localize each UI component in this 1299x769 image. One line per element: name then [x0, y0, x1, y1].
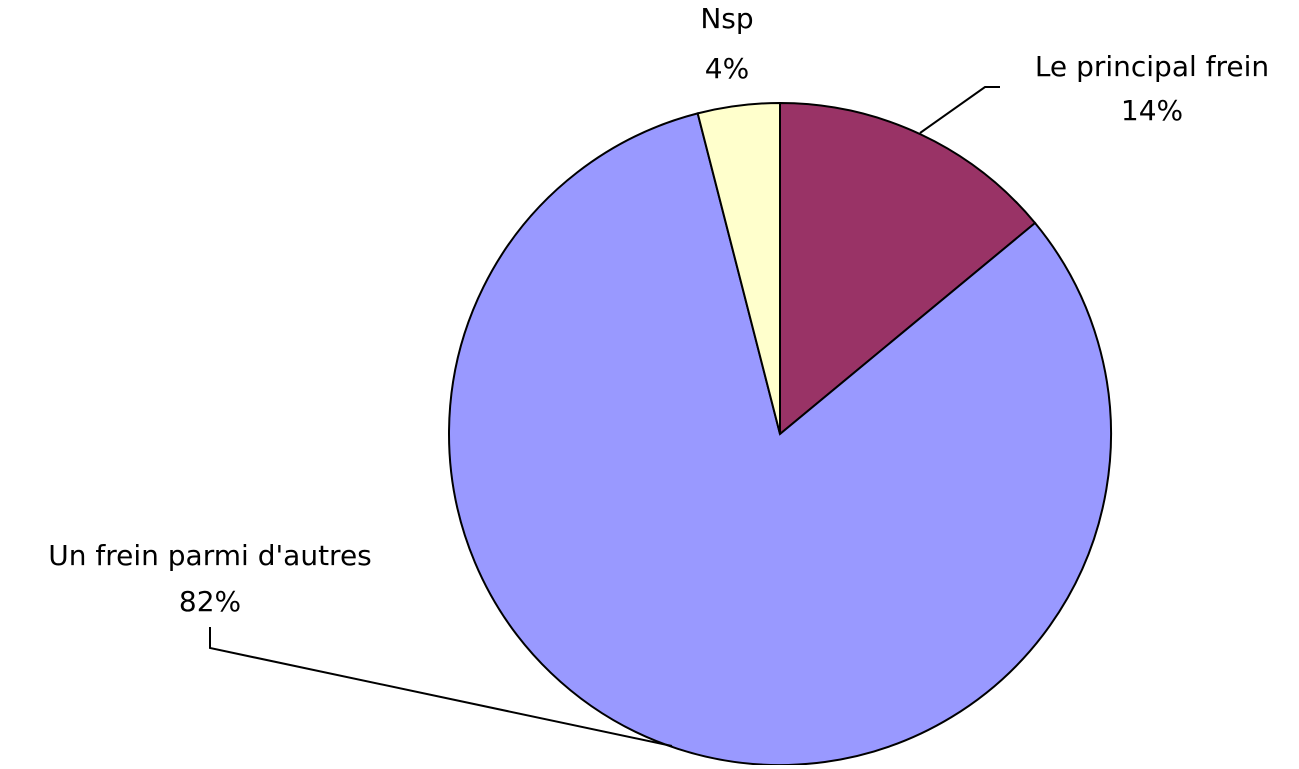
- slice-label: Nsp: [700, 2, 753, 35]
- leader-line: [209, 627, 673, 747]
- slice-value-label: 14%: [1121, 94, 1183, 127]
- pie-slice: [779, 101, 1037, 437]
- slice-label: Le principal frein: [1035, 50, 1269, 83]
- slice-value-label: 82%: [179, 585, 241, 618]
- pie-slice: [448, 112, 1112, 766]
- pie: [448, 101, 1112, 766]
- slice-value-label: 4%: [705, 52, 749, 85]
- pie-slice: [696, 101, 781, 435]
- slice-label: Un frein parmi d'autres: [48, 539, 372, 572]
- leader-line: [919, 86, 1000, 134]
